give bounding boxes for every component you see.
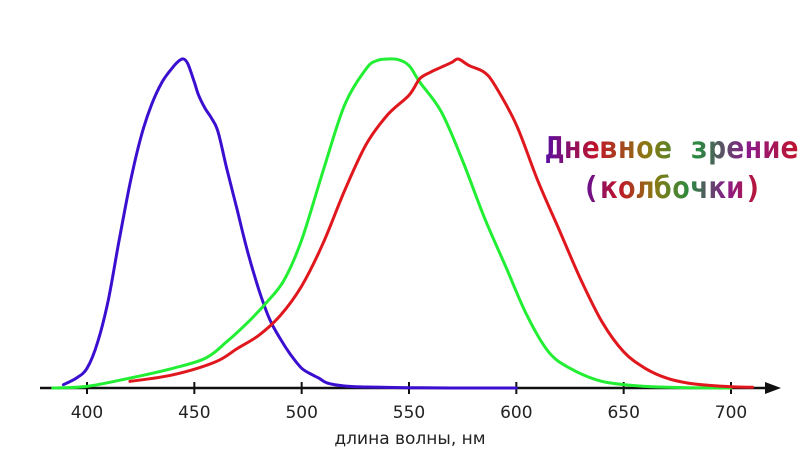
x-tick-label: 650 (607, 403, 639, 423)
curves (51, 57, 754, 390)
x-tick-label: 450 (178, 403, 210, 423)
x-tick-label: 600 (500, 403, 532, 423)
x-tick-label: 700 (715, 403, 747, 423)
green-cone-curve (51, 57, 733, 390)
x-axis-arrow (765, 382, 781, 394)
annotation-line-2: (колбочки) (582, 171, 763, 206)
blue-cone-curve (61, 57, 518, 390)
red-cone-curve (128, 57, 754, 389)
x-tick-label: 500 (285, 403, 317, 423)
x-tick-label: 400 (71, 403, 103, 423)
annotation-line-1: Дневное зрение (546, 131, 799, 166)
x-tick-label: 550 (393, 403, 425, 423)
x-ticks: 400 450 500 550 600 650 700 (71, 382, 747, 423)
x-axis-label: длина волны, нм (334, 429, 485, 449)
annotation: Дневное зрение (колбочки) (546, 131, 799, 206)
